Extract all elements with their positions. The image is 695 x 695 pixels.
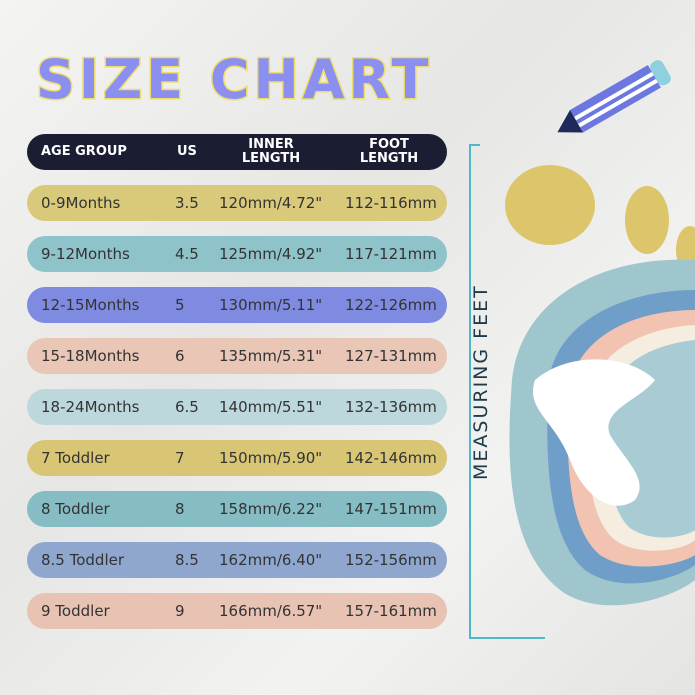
inner-length-cell: 120mm/4.72" — [219, 194, 323, 212]
us-size-cell: 7 — [175, 449, 185, 467]
inner-length-cell: 162mm/6.40" — [219, 551, 323, 569]
us-size-cell: 4.5 — [175, 245, 199, 263]
age-group-cell: 8.5 Toddler — [41, 551, 125, 569]
age-group-cell: 18-24Months — [41, 398, 140, 416]
foot-length-cell: 157-161mm — [345, 602, 437, 620]
table-row: 18-24Months 6.5 140mm/5.51" 132-136mm — [27, 389, 447, 425]
us-size-cell: 8 — [175, 500, 185, 518]
table-row: 7 Toddler 7 150mm/5.90" 142-146mm — [27, 440, 447, 476]
table-row: 0-9Months 3.5 120mm/4.72" 112-116mm — [27, 185, 447, 221]
age-group-cell: 12-15Months — [41, 296, 140, 314]
table-header: AGE GROUP US INNER LENGTH FOOT LENGTH — [27, 134, 447, 170]
age-group-cell: 8 Toddler — [41, 500, 110, 518]
foot-length-cell: 117-121mm — [345, 245, 437, 263]
age-group-cell: 0-9Months — [41, 194, 121, 212]
table-row: 15-18Months 6 135mm/5.31" 127-131mm — [27, 338, 447, 374]
table-row: 9 Toddler 9 166mm/6.57" 157-161mm — [27, 593, 447, 629]
table-row: 9-12Months 4.5 125mm/4.92" 117-121mm — [27, 236, 447, 272]
table-row: 8 Toddler 8 158mm/6.22" 147-151mm — [27, 491, 447, 527]
us-size-cell: 9 — [175, 602, 185, 620]
measuring-feet-label: MEASURING FEET — [470, 284, 492, 480]
inner-length-cell: 130mm/5.11" — [219, 296, 323, 314]
header-foot-length: FOOT LENGTH — [359, 137, 419, 166]
age-group-cell: 9 Toddler — [41, 602, 110, 620]
us-size-cell: 6 — [175, 347, 185, 365]
foot-length-cell: 147-151mm — [345, 500, 437, 518]
inner-length-cell: 140mm/5.51" — [219, 398, 323, 416]
inner-length-cell: 125mm/4.92" — [219, 245, 323, 263]
foot-illustration — [469, 60, 695, 639]
inner-length-cell: 166mm/6.57" — [219, 602, 323, 620]
inner-length-cell: 150mm/5.90" — [219, 449, 323, 467]
foot-length-cell: 127-131mm — [345, 347, 437, 365]
foot-length-cell: 122-126mm — [345, 296, 437, 314]
table-row: 8.5 Toddler 8.5 162mm/6.40" 152-156mm — [27, 542, 447, 578]
us-size-cell: 6.5 — [175, 398, 199, 416]
us-size-cell: 5 — [175, 296, 185, 314]
foot-length-cell: 132-136mm — [345, 398, 437, 416]
pencil-icon — [557, 60, 671, 133]
us-size-cell: 8.5 — [175, 551, 199, 569]
header-inner-length: INNER LENGTH — [241, 137, 301, 166]
age-group-cell: 9-12Months — [41, 245, 130, 263]
foot-length-cell: 142-146mm — [345, 449, 437, 467]
table-row: 12-15Months 5 130mm/5.11" 122-126mm — [27, 287, 447, 323]
us-size-cell: 3.5 — [175, 194, 199, 212]
inner-length-cell: 135mm/5.31" — [219, 347, 323, 365]
age-group-cell: 15-18Months — [41, 347, 140, 365]
foot-length-cell: 152-156mm — [345, 551, 437, 569]
inner-length-cell: 158mm/6.22" — [219, 500, 323, 518]
age-group-cell: 7 Toddler — [41, 449, 110, 467]
header-us: US — [177, 144, 197, 159]
foot-length-cell: 112-116mm — [345, 194, 437, 212]
page-title: SIZE CHART — [34, 47, 433, 113]
header-age-group: AGE GROUP — [41, 144, 127, 159]
